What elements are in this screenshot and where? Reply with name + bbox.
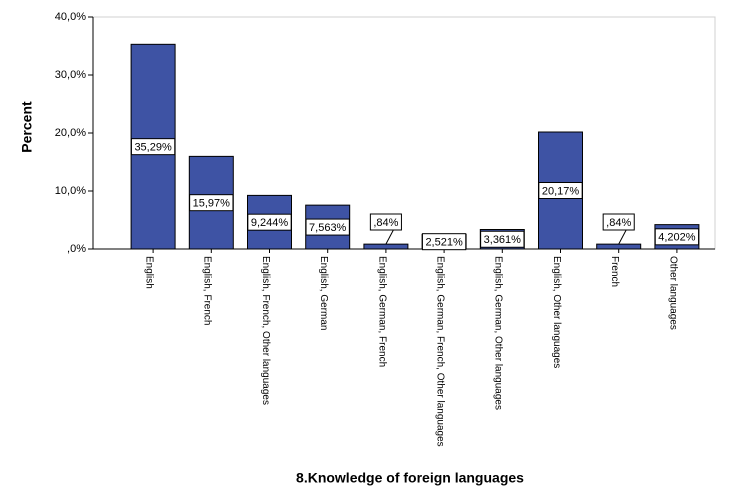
y-tick-label: 10,0% xyxy=(55,185,86,197)
value-label-box xyxy=(480,230,525,248)
x-tick-label: English, French, Other languages xyxy=(260,256,271,405)
value-label-box xyxy=(247,213,292,231)
value-label: 9,244% xyxy=(251,217,289,229)
value-label-box xyxy=(189,194,234,212)
y-tick-label: 20,0% xyxy=(55,127,86,139)
x-tick-label: English, German, French xyxy=(376,256,387,367)
value-label: ,84% xyxy=(606,217,631,229)
x-tick-label: English, German, Other languages xyxy=(493,256,504,410)
value-label: 15,97% xyxy=(193,198,231,210)
value-label: 4,202% xyxy=(658,232,696,244)
value-label: ,84% xyxy=(373,217,398,229)
value-label-box xyxy=(538,182,583,200)
value-label-box xyxy=(602,213,635,231)
bar xyxy=(596,243,642,250)
y-axis-title: Percent xyxy=(19,101,35,153)
value-label-box xyxy=(654,228,700,246)
x-tick-label: French xyxy=(609,256,620,287)
x-tick-label: English, French xyxy=(202,256,213,325)
x-tick-label: Other languages xyxy=(667,256,678,330)
leader-line xyxy=(618,228,628,245)
y-tick-label: 40,0% xyxy=(55,11,86,23)
x-tick-label: English, German xyxy=(318,256,329,330)
bar xyxy=(363,243,409,250)
x-tick-label: English, German, French, Other languages xyxy=(434,256,445,447)
y-tick-label: ,0% xyxy=(67,243,86,255)
value-label-box xyxy=(369,213,402,231)
value-label-box xyxy=(305,218,350,236)
value-label: 20,17% xyxy=(542,185,580,197)
leader-line xyxy=(385,228,395,245)
value-label: 35,29% xyxy=(134,142,172,154)
value-label: 7,563% xyxy=(309,222,347,234)
y-tick-label: 30,0% xyxy=(55,69,86,81)
x-tick-label: English xyxy=(143,256,154,289)
value-label: 2,521% xyxy=(425,237,463,249)
value-label-box xyxy=(421,233,467,251)
value-label: 3,361% xyxy=(484,234,522,246)
x-tick-label: English, Other languages xyxy=(551,256,562,368)
x-axis-title: 8.Knowledge of foreign languages xyxy=(296,470,524,486)
value-label-box xyxy=(130,138,176,156)
